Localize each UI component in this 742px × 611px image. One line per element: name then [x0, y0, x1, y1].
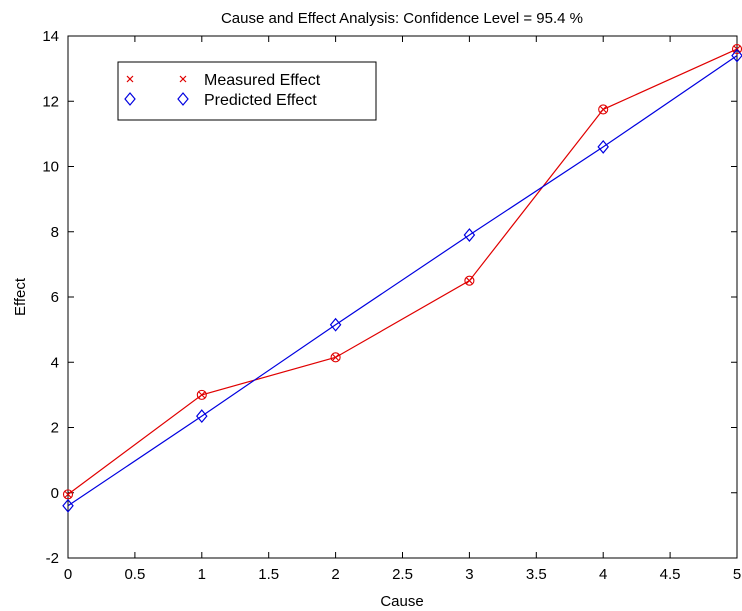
y-tick-label: 14 [42, 28, 59, 45]
legend-marker [177, 92, 189, 106]
measured-point [598, 104, 609, 115]
x-tick-label: 5 [733, 566, 741, 583]
legend-label: Predicted Effect [204, 92, 317, 109]
legend-entry: Predicted Effect [124, 92, 317, 109]
y-tick-label: 10 [42, 159, 59, 176]
predicted-point [731, 48, 742, 63]
x-tick-label: 3 [465, 566, 473, 583]
y-tick-label: 0 [51, 485, 59, 502]
y-tick-label: 8 [51, 224, 59, 241]
predicted-point [463, 228, 476, 242]
legend-marker [124, 92, 136, 106]
measured-point [464, 275, 475, 286]
y-tick-label: 2 [51, 420, 59, 437]
x-tick-label: 4 [599, 566, 607, 583]
y-axis-label: Effect [12, 277, 29, 316]
x-tick-label: 1.5 [258, 566, 279, 583]
y-tick-label: 6 [51, 289, 59, 306]
legend-box [117, 61, 377, 121]
predicted-point [597, 139, 609, 154]
x-tick-label: 2 [331, 566, 339, 583]
plot-frame [67, 35, 738, 559]
x-tick-label: 0 [64, 566, 72, 583]
series-line [67, 48, 738, 495]
y-tick-label: 12 [42, 93, 59, 110]
x-tick-label: 4.5 [660, 566, 681, 583]
series-layer [62, 44, 742, 513]
x-tick-label: 0.5 [124, 566, 145, 583]
predicted-point [329, 317, 342, 332]
predicted-point [196, 409, 208, 424]
legend: Measured Effect Predicted Effect [117, 61, 377, 121]
x-tick-label: 2.5 [392, 566, 413, 583]
x-tick-label: 1 [198, 566, 206, 583]
y-tick-label: 4 [51, 354, 59, 371]
axis-ticks: 0 0.5 1 1.5 2 2.5 3 3.5 4 4.5 5 -2 0 2 4 6 8 10 12 14 [42, 28, 741, 583]
legend-entry: Measured Effect [126, 72, 321, 89]
predicted-point [62, 498, 74, 513]
legend-marker [126, 75, 134, 83]
x-axis-label: Cause [380, 593, 423, 610]
y-tick-label: -2 [46, 550, 59, 567]
series-line [67, 55, 738, 507]
measured-point [196, 389, 207, 400]
chart-title: Cause and Effect Analysis: Confidence Le… [221, 10, 583, 27]
x-tick-label: 3.5 [526, 566, 547, 583]
legend-marker [179, 75, 187, 83]
legend-label: Measured Effect [204, 72, 321, 89]
measured-point [330, 352, 341, 363]
series-predicted [62, 48, 742, 513]
